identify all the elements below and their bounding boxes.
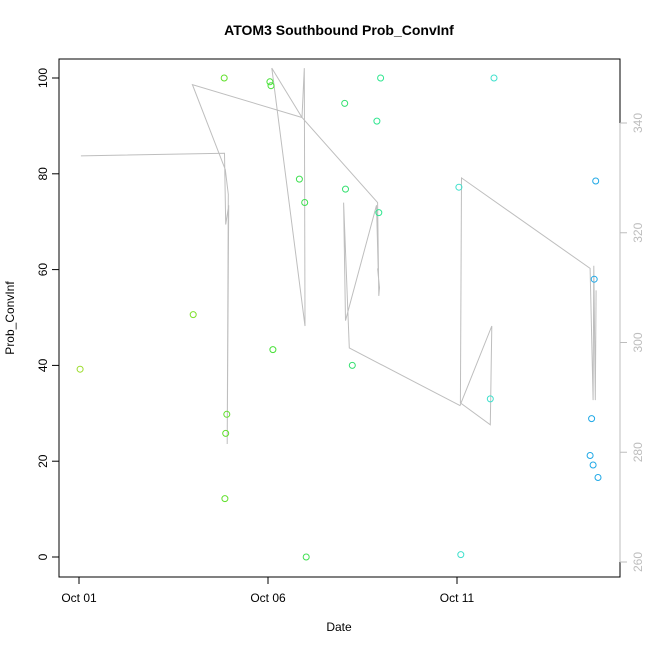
data-point xyxy=(589,461,597,469)
data-point xyxy=(594,474,602,481)
chart-title: ATOM3 Southbound Prob_ConvInf xyxy=(224,22,454,38)
y-tick-label: 60 xyxy=(36,263,50,277)
data-point xyxy=(342,185,349,193)
data-point xyxy=(220,74,228,82)
data-point xyxy=(222,429,230,437)
data-point xyxy=(295,175,303,183)
y-tick-label: 40 xyxy=(36,358,50,372)
y2-tick-label: 280 xyxy=(631,442,645,462)
data-point xyxy=(588,415,596,423)
data-point xyxy=(592,177,600,185)
plot-frame xyxy=(58,58,621,578)
y2-tick-label: 260 xyxy=(631,552,645,572)
y2-tick-label: 300 xyxy=(631,332,645,352)
y2-axis: 260 280 300 320 340 xyxy=(619,113,645,572)
x-tick-label: Oct 01 xyxy=(61,591,97,605)
data-point xyxy=(377,74,385,82)
x-axis-label: Date xyxy=(326,620,352,634)
y-axis: 0 20 40 60 80 100 xyxy=(36,68,60,560)
data-point xyxy=(373,117,381,125)
x-tick-label: Oct 11 xyxy=(440,591,475,605)
data-point xyxy=(301,199,309,206)
series-line xyxy=(80,67,597,445)
data-point xyxy=(221,495,229,503)
x-axis: Oct 01 Oct 06 Oct 11 xyxy=(61,576,475,605)
data-point xyxy=(590,275,598,283)
y-tick-label: 0 xyxy=(36,553,50,560)
data-point xyxy=(76,365,84,373)
y-tick-label: 20 xyxy=(36,454,50,468)
data-point xyxy=(348,361,356,369)
y-tick-label: 80 xyxy=(36,167,50,181)
data-point xyxy=(302,553,310,561)
y2-tick-label: 340 xyxy=(631,113,645,133)
y-tick-label: 100 xyxy=(36,68,50,88)
data-point xyxy=(586,452,594,459)
data-point xyxy=(341,99,349,107)
y2-tick-label: 320 xyxy=(631,222,645,242)
data-point xyxy=(455,183,463,191)
data-point xyxy=(457,551,465,559)
data-point xyxy=(266,78,274,86)
data-point xyxy=(189,311,197,319)
y-axis-label: Prob_ConvInf xyxy=(3,281,17,355)
data-point xyxy=(490,74,498,82)
data-point xyxy=(375,209,383,217)
series-line-path xyxy=(80,67,597,445)
data-point xyxy=(223,410,231,418)
data-point xyxy=(486,395,494,403)
data-point xyxy=(267,82,275,90)
x-tick-label: Oct 06 xyxy=(250,591,286,605)
data-point xyxy=(269,346,277,354)
points-layer xyxy=(76,74,602,561)
